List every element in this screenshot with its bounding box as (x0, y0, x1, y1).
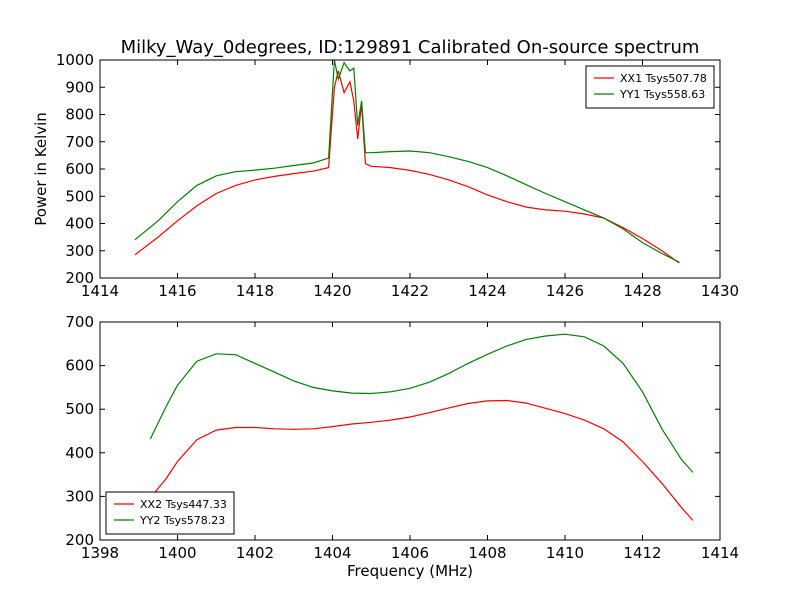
y-tick-label: 500 (65, 187, 94, 205)
legend-entry-label: XX1 Tsys507.78 (620, 72, 707, 85)
x-tick-label: 1404 (313, 544, 351, 562)
legend-entry-label: YY2 Tsys578.23 (139, 514, 225, 527)
legend-entry-label: YY1 Tsys558.63 (619, 88, 705, 101)
legend-entry-label: XX2 Tsys447.33 (140, 498, 227, 511)
series-line-xx2 (149, 399, 694, 521)
y-tick-label: 300 (65, 242, 94, 260)
x-tick-label: 1400 (158, 544, 196, 562)
y-tick-label: 800 (65, 106, 94, 124)
x-tick-label: 1414 (81, 282, 119, 300)
x-tick-label: 1422 (391, 282, 429, 300)
x-tick-label: 1430 (701, 282, 739, 300)
y-axis-label: Power in Kelvin (32, 112, 50, 226)
y-tick-label: 900 (65, 78, 94, 96)
series-line-yy2 (149, 333, 694, 473)
x-tick-label: 1424 (468, 282, 506, 300)
y-tick-label: 600 (65, 357, 94, 375)
legend-box (585, 65, 715, 109)
x-tick-label: 1428 (623, 282, 661, 300)
figure-title: Milky_Way_0degrees, ID:129891 Calibrated… (121, 37, 700, 58)
x-tick-label: 1398 (81, 544, 119, 562)
y-tick-label: 200 (65, 531, 94, 549)
x-tick-label: 1406 (391, 544, 429, 562)
x-tick-label: 1416 (158, 282, 196, 300)
x-tick-label: 1426 (546, 282, 584, 300)
x-tick-label: 1412 (623, 544, 661, 562)
y-tick-label: 300 (65, 487, 94, 505)
bottom-plot: 1398 1400 1402 1404 1406 1408 1410 1412 1414 200 3… (65, 313, 739, 580)
x-tick-label: 1410 (546, 544, 584, 562)
y-tick-label: 400 (65, 444, 94, 462)
legend-box (105, 491, 235, 535)
legend: XX2 Tsys447.33 YY2 Tsys578.23 (105, 491, 235, 535)
top-plot: 1414 1416 1418 1420 1422 1424 1426 1428 1430 200 3… (32, 51, 739, 300)
y-tick-label: 600 (65, 160, 94, 178)
legend: XX1 Tsys507.78 YY1 Tsys558.63 (585, 65, 715, 109)
x-tick-label: 1408 (468, 544, 506, 562)
y-tick-label: 400 (65, 215, 94, 233)
y-tick-label: 1000 (56, 51, 94, 69)
y-tick-label: 700 (65, 313, 94, 331)
y-tick-label: 700 (65, 133, 94, 151)
x-tick-label: 1414 (701, 544, 739, 562)
x-axis-label: Frequency (MHz) (347, 562, 473, 580)
y-tick-label: 200 (65, 269, 94, 287)
y-tick-label: 500 (65, 400, 94, 418)
series-line-yy1 (134, 60, 680, 263)
x-tick-label: 1420 (313, 282, 351, 300)
x-tick-label: 1402 (236, 544, 274, 562)
x-tick-label: 1418 (236, 282, 274, 300)
